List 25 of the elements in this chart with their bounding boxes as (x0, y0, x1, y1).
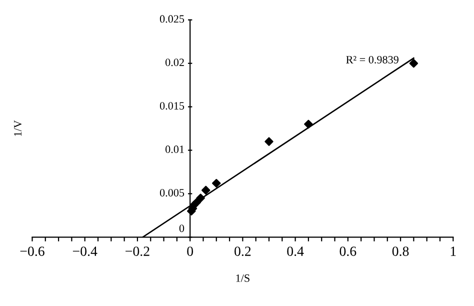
y-tick-label: 0.005 (160, 188, 184, 197)
x-tick-label: 0.2 (234, 246, 251, 256)
y-tick-label: 0.025 (160, 15, 184, 23)
point (196, 194, 205, 202)
x-tick-label: 0.4 (287, 246, 304, 256)
y-tick-label: 0.01 (166, 146, 184, 154)
point (201, 186, 210, 195)
x-tick-label: 0.8 (392, 246, 409, 256)
y-axis-title: 1/V (14, 120, 22, 136)
y-tick-label: 0.02 (166, 58, 184, 66)
x-tick-label: 0 (187, 246, 194, 256)
x-tick-label: −0.6 (20, 246, 44, 256)
x-tick-label: −0.2 (126, 246, 150, 256)
x-axis-title: 1/S (236, 274, 250, 282)
point (192, 198, 202, 207)
annotation: R² = 0.9839 (346, 56, 398, 64)
x-tick-label: −0.4 (72, 246, 98, 256)
x-tick-label: 0.6 (340, 246, 356, 256)
x-tick-label: 1 (450, 246, 456, 256)
point (264, 137, 274, 146)
y-tick-label: 0.015 (160, 102, 184, 110)
point (212, 178, 221, 188)
y-tick-label: 0 (179, 224, 184, 232)
point (409, 58, 418, 68)
point (304, 120, 313, 129)
